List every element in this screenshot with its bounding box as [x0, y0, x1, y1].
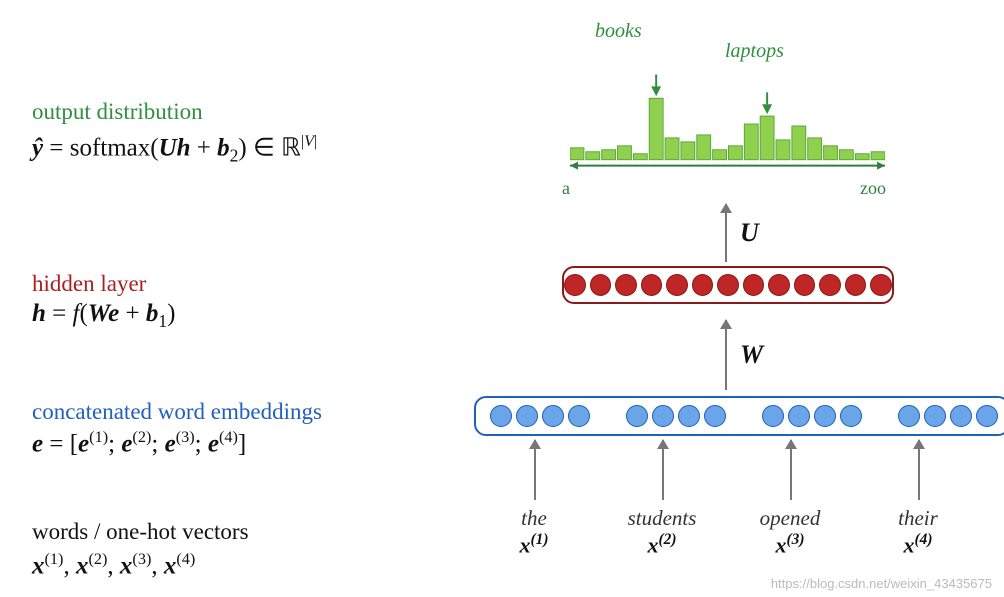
hidden-layer-box	[562, 266, 894, 304]
U-label: U	[740, 218, 759, 248]
hidden-neuron	[870, 274, 892, 296]
embed-neuron	[950, 405, 972, 427]
word-symbol: x(4)	[863, 531, 973, 558]
embed-neuron	[652, 405, 674, 427]
word-text: the	[479, 506, 589, 531]
W-label: W	[740, 340, 763, 370]
hidden-label: hidden layer	[32, 270, 146, 298]
embed-neuron	[516, 405, 538, 427]
embed-neuron	[898, 405, 920, 427]
hidden-neuron	[564, 274, 586, 296]
embed-neuron	[568, 405, 590, 427]
axis-left: a	[562, 178, 570, 199]
word-1: thex(1)	[479, 506, 589, 558]
embed-neuron	[788, 405, 810, 427]
embed-label: concatenated word embeddings	[32, 398, 322, 426]
hidden-neuron	[615, 274, 637, 296]
embed-formula: e = [e(1); e(2); e(3); e(4)]	[32, 428, 246, 458]
arrow-word-2	[662, 440, 664, 500]
word-text: students	[607, 506, 717, 531]
peak-laptops-label: laptops	[725, 40, 784, 63]
watermark: https://blog.csdn.net/weixin_43435675	[771, 576, 992, 591]
hidden-neuron	[666, 274, 688, 296]
embed-group	[898, 405, 998, 427]
word-symbol: x(1)	[479, 531, 589, 558]
embed-neuron	[490, 405, 512, 427]
axis-right: zoo	[860, 178, 886, 199]
arrow-word-3	[790, 440, 792, 500]
arrow-W	[725, 320, 727, 390]
output-bar-chart	[570, 70, 885, 185]
arrow-U	[725, 204, 727, 262]
embed-neuron	[814, 405, 836, 427]
word-symbol: x(2)	[607, 531, 717, 558]
embed-neuron	[704, 405, 726, 427]
hidden-neuron	[768, 274, 790, 296]
hidden-neuron	[641, 274, 663, 296]
hidden-neuron	[743, 274, 765, 296]
hidden-neuron	[845, 274, 867, 296]
hidden-neuron	[717, 274, 739, 296]
hidden-neuron	[590, 274, 612, 296]
word-2: studentsx(2)	[607, 506, 717, 558]
word-text: opened	[735, 506, 845, 531]
embed-neuron	[542, 405, 564, 427]
arrow-word-4	[918, 440, 920, 500]
word-4: theirx(4)	[863, 506, 973, 558]
output-formula: ŷ = softmax(Uh + b2) ∈ ℝ|V|	[32, 132, 317, 166]
peak-books-label: books	[595, 20, 642, 43]
hidden-formula: h = f(We + b1)	[32, 300, 175, 332]
embed-group	[490, 405, 590, 427]
embed-neuron	[762, 405, 784, 427]
arrow-word-1	[534, 440, 536, 500]
hidden-neuron	[819, 274, 841, 296]
embed-neuron	[840, 405, 862, 427]
word-text: their	[863, 506, 973, 531]
hidden-neuron	[692, 274, 714, 296]
words-label: words / one-hot vectors	[32, 518, 249, 546]
embed-layer-box	[474, 396, 1004, 436]
embed-group	[626, 405, 726, 427]
embed-neuron	[626, 405, 648, 427]
nn-diagram: books laptops a zoo U W thex(1)studentsx…	[440, 0, 1000, 597]
hidden-neuron	[794, 274, 816, 296]
words-formula: x(1), x(2), x(3), x(4)	[32, 550, 195, 580]
word-3: openedx(3)	[735, 506, 845, 558]
embed-group	[762, 405, 862, 427]
embed-neuron	[976, 405, 998, 427]
word-symbol: x(3)	[735, 531, 845, 558]
output-label: output distribution	[32, 98, 203, 126]
embed-neuron	[924, 405, 946, 427]
embed-neuron	[678, 405, 700, 427]
